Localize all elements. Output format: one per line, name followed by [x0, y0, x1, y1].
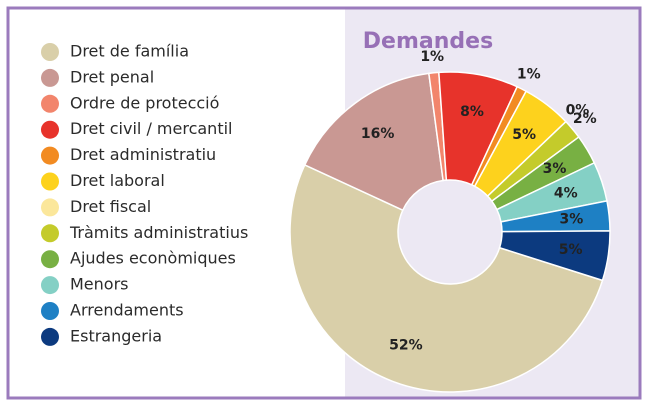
value-label: 16%	[361, 126, 395, 142]
pie-slice	[289, 163, 604, 393]
legend-label: Tràmits administratius	[69, 223, 248, 242]
value-label: 2%	[573, 111, 597, 127]
legend-swatch	[41, 250, 59, 269]
legend-swatch	[41, 198, 59, 217]
pie-slice	[498, 230, 611, 282]
value-label: 1%	[420, 49, 444, 65]
value-label: 5%	[512, 127, 536, 143]
legend-label: Dret de família	[70, 42, 189, 61]
value-label: 3%	[559, 212, 583, 228]
legend-label: Dret administratiu	[70, 145, 216, 164]
legend-swatch	[41, 172, 59, 191]
legend-swatch	[41, 43, 59, 61]
legend-label: Dret civil / mercantil	[70, 119, 232, 138]
legend-swatch	[41, 68, 59, 87]
legend-label: Dret fiscal	[70, 197, 151, 216]
legend-label: Estrangeria	[70, 326, 162, 345]
legend-label: Dret penal	[70, 67, 154, 86]
legend-swatch	[41, 146, 59, 165]
legend-swatch	[41, 94, 59, 113]
legend-label: Arrendaments	[70, 301, 184, 320]
value-label: 5%	[559, 242, 583, 258]
legend-swatch	[41, 276, 59, 295]
legend-label: Ajudes econòmiques	[70, 249, 236, 268]
value-label: 1%	[517, 67, 541, 83]
legend-label: Dret laboral	[70, 171, 165, 190]
frame	[6, 6, 642, 400]
legend-swatch	[41, 224, 59, 243]
legend-label: Ordre de protecció	[70, 93, 219, 112]
legend-swatch	[41, 302, 59, 320]
legend-swatch	[41, 120, 59, 139]
chart-title: Demandes	[363, 29, 493, 54]
value-label: 8%	[460, 104, 484, 120]
pie-slice	[303, 72, 444, 212]
value-label: 4%	[554, 185, 578, 201]
value-label: 52%	[389, 338, 423, 354]
legend-swatch	[41, 327, 59, 346]
value-label: 3%	[543, 161, 567, 177]
value-label: 0%	[566, 103, 590, 119]
legend-label: Menors	[70, 275, 129, 294]
